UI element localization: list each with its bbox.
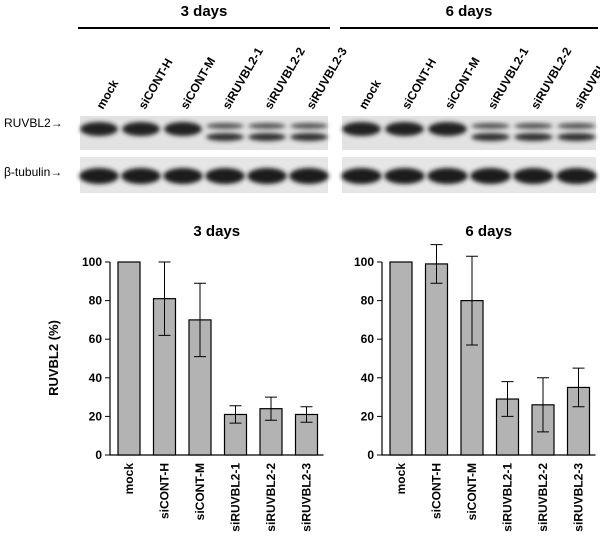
blot-band bbox=[427, 168, 468, 184]
error-bar bbox=[537, 377, 549, 433]
blot-background bbox=[80, 116, 328, 150]
blot-band bbox=[385, 122, 424, 136]
blot-background bbox=[342, 116, 596, 150]
lane-label: siCONT-M bbox=[177, 55, 218, 112]
lane-label: siCONT-M bbox=[442, 55, 483, 112]
x-tick-label: mock bbox=[122, 463, 136, 495]
lane-label: siCONT-H bbox=[135, 56, 175, 112]
y-tick-label: 60 bbox=[89, 332, 103, 346]
y-tick-label: 100 bbox=[82, 255, 102, 269]
lane-label: mock bbox=[356, 77, 384, 111]
row-label: β-tubulin→ bbox=[4, 165, 62, 179]
x-tick-label: mock bbox=[394, 463, 408, 495]
bar bbox=[389, 261, 413, 456]
error-bar bbox=[572, 367, 585, 408]
error-bar bbox=[501, 381, 514, 417]
error-bar bbox=[466, 255, 478, 346]
lane-label: siRUVBL2-3 bbox=[571, 45, 600, 112]
blot-band bbox=[248, 133, 286, 141]
blot-background bbox=[80, 157, 328, 193]
y-tick-label: 80 bbox=[361, 294, 375, 308]
blot-band bbox=[122, 122, 160, 136]
blot-band bbox=[80, 122, 118, 136]
x-tick-label: siRUVBL2-2 bbox=[536, 463, 550, 532]
y-tick-label: 80 bbox=[89, 294, 103, 308]
y-tick-label: 0 bbox=[367, 448, 374, 462]
blot-band bbox=[79, 168, 119, 184]
blot-band bbox=[206, 123, 244, 129]
y-axis-label: RUVBL2 (%) bbox=[46, 320, 61, 396]
y-tick-label: 40 bbox=[361, 371, 375, 385]
error-bar bbox=[158, 261, 171, 336]
y-tick-label: 60 bbox=[361, 332, 375, 346]
y-tick-label: 100 bbox=[354, 255, 374, 269]
lane-label: siRUVBL2-2 bbox=[261, 45, 308, 112]
y-tick-label: 40 bbox=[89, 371, 103, 385]
blot-band bbox=[206, 133, 244, 141]
x-tick-label: siRUVBL2-1 bbox=[501, 463, 515, 532]
blot-title: 3 days bbox=[181, 3, 228, 20]
x-tick-label: siCONT-M bbox=[193, 463, 207, 520]
blot-band bbox=[163, 168, 203, 184]
chart-title: 6 days bbox=[465, 223, 512, 240]
x-tick-label: siRUVBL2-3 bbox=[572, 463, 586, 532]
error-bar bbox=[194, 282, 206, 358]
error-bar bbox=[300, 406, 313, 423]
x-tick-label: siCONT-H bbox=[158, 463, 172, 519]
blot-band bbox=[205, 168, 245, 184]
blot-band bbox=[470, 168, 511, 184]
lane-label: siRUVBL2-1 bbox=[219, 45, 266, 112]
lane-label: siRUVBL2-3 bbox=[303, 45, 350, 112]
error-bar bbox=[430, 244, 443, 284]
blot-band bbox=[556, 168, 597, 184]
row-label: RUVBL2→ bbox=[4, 116, 63, 130]
bar bbox=[117, 261, 141, 456]
blot-band bbox=[428, 122, 467, 136]
blot-band bbox=[289, 168, 329, 184]
lane-label: siRUVBL2-1 bbox=[485, 45, 532, 112]
lane-label: mock bbox=[93, 77, 121, 111]
blot-band bbox=[557, 123, 596, 129]
chart-title: 3 days bbox=[193, 223, 240, 240]
lane-label: siRUVBL2-2 bbox=[528, 45, 575, 112]
x-tick-label: siRUVBL2-1 bbox=[229, 463, 243, 532]
blot-band bbox=[471, 123, 510, 129]
error-bar bbox=[265, 396, 277, 421]
blot-band bbox=[513, 168, 554, 184]
bar bbox=[424, 263, 449, 456]
y-tick-label: 20 bbox=[361, 409, 375, 423]
blot-band bbox=[557, 133, 596, 141]
blot-band bbox=[290, 123, 328, 129]
blot-band bbox=[164, 122, 202, 136]
blot-band bbox=[248, 123, 286, 129]
blot-band bbox=[342, 122, 381, 136]
blot-title: 6 days bbox=[446, 3, 493, 20]
x-tick-label: siRUVBL2-3 bbox=[300, 463, 314, 532]
x-tick-label: siCONT-M bbox=[465, 463, 479, 520]
blot-band bbox=[121, 168, 161, 184]
lane-label: siCONT-H bbox=[399, 56, 439, 112]
blot-band bbox=[341, 168, 382, 184]
blot-band bbox=[514, 123, 553, 129]
blot-band bbox=[471, 133, 510, 141]
y-tick-label: 0 bbox=[95, 448, 102, 462]
blot-band bbox=[247, 168, 287, 184]
x-tick-label: siCONT-H bbox=[430, 463, 444, 519]
blot-band bbox=[514, 133, 553, 141]
blot-background bbox=[342, 157, 596, 193]
blot-band bbox=[384, 168, 425, 184]
x-tick-label: siRUVBL2-2 bbox=[264, 463, 278, 532]
y-tick-label: 20 bbox=[89, 409, 103, 423]
blot-band bbox=[290, 133, 328, 141]
error-bar bbox=[229, 405, 242, 424]
